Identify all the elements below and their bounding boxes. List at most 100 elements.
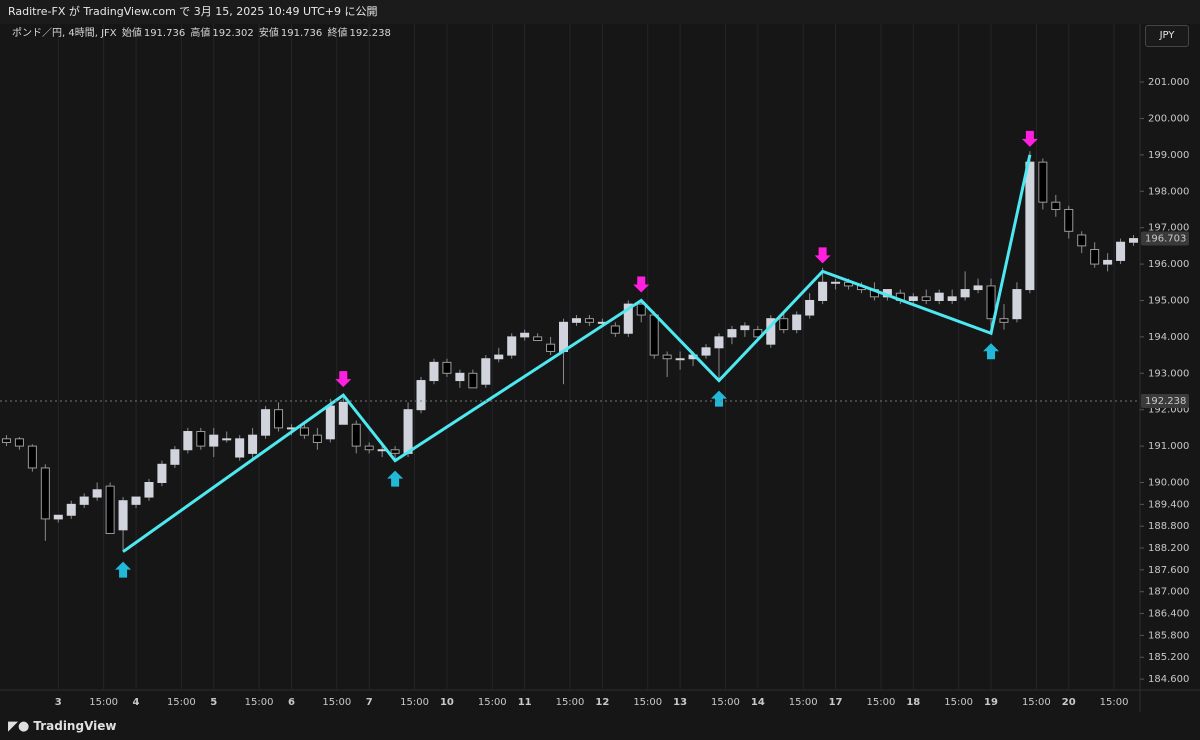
candle-body [960,289,970,298]
ohlc-value: 192.302 [212,28,254,39]
last-price-label: 196.703 [1145,233,1186,244]
y-tick-label: 188.800 [1148,521,1189,532]
candle-body [157,463,167,483]
candle-body [416,380,426,411]
pivot-high-arrow [1021,130,1038,147]
candle-body [973,285,983,291]
price-tag [1141,394,1189,409]
x-tick-label: 5 [210,697,217,708]
x-tick-label: 15:00 [322,697,351,708]
x-tick-label: 15:00 [245,697,274,708]
ohlc-label: 終値 [327,28,348,39]
candle-body [714,336,724,349]
currency-button[interactable]: JPY [1145,25,1189,47]
candle-body [494,354,504,360]
candle-body [222,438,232,441]
candle-body [649,314,659,356]
candle-body [610,325,620,334]
candle-body [196,431,206,447]
x-tick-label: 6 [288,697,295,708]
candle-body [403,409,413,454]
candle-body [364,445,374,451]
candle-body [779,318,789,331]
plot-background [0,24,1200,714]
x-tick-label: 3 [55,697,62,708]
candle-body [183,431,193,451]
candle-body [131,496,141,505]
x-tick-label: 20 [1062,697,1076,708]
ohlc-value: 191.736 [143,28,186,39]
candle-body [235,438,245,458]
candle-body [299,427,309,436]
y-tick-label: 199.000 [1148,150,1189,161]
candle-body [675,358,685,361]
pivot-high-arrow [814,247,831,264]
x-tick-label: 18 [906,697,920,708]
x-tick-label: 15:00 [89,697,118,708]
candle-body [1116,241,1126,261]
candle-body [118,500,128,531]
candle-body [1051,201,1061,210]
y-tick-label: 193.000 [1148,368,1189,379]
candle-body [740,325,750,331]
x-tick-label: 19 [984,697,998,708]
ohlc-label: 始値 [121,28,142,39]
y-tick-label: 184.600 [1148,674,1189,685]
candle-body [1025,161,1035,291]
candle-body [1103,259,1113,265]
brand-text: TradingView [33,719,117,733]
candle-body [429,361,439,382]
brand: ◤● TradingView [8,716,116,737]
x-tick-label: 15:00 [400,697,429,708]
ohlc-value: 191.736 [280,28,323,39]
pivot-low-arrow [387,470,404,487]
y-tick-label: 188.200 [1148,543,1189,554]
candle-body [805,299,815,316]
candle-body [636,303,646,316]
candle-body [584,318,594,323]
candle-body [442,361,452,374]
candle-body [390,449,400,454]
candle-body [66,503,76,516]
candle-body [701,347,711,356]
x-tick-label: 10 [440,697,454,708]
candle-body [248,434,258,454]
price-tag-label: 192.238 [1145,396,1186,407]
candle-body [546,343,556,352]
pivot-low-arrow [710,390,727,407]
candle-body [170,449,180,465]
candle-body [92,489,102,498]
candle-body [325,405,335,440]
candle-body [468,372,478,389]
y-tick-label: 200.000 [1148,113,1189,124]
x-tick-label: 15:00 [633,697,662,708]
x-tick-label: 12 [595,697,609,708]
candle-body [507,336,517,356]
x-tick-label: 17 [829,697,843,708]
y-tick-label: 201.000 [1148,77,1189,88]
candle-body [1064,208,1074,232]
last-price-tag [1141,231,1189,246]
candle-body [79,496,89,505]
symbol-header: ポンド／円, 4時間, JFX 始値 191.736 高値 192.302 安値 19… [12,26,393,42]
candle-body [818,281,828,301]
candle-body [40,467,50,520]
candle-body [338,401,348,425]
y-tick-label: 185.800 [1148,630,1189,641]
candle-body [1129,238,1139,243]
candle-body [662,354,672,360]
x-tick-label: 7 [366,697,373,708]
candle-body [1090,249,1100,265]
candle-body [312,434,322,443]
candle-body [274,409,284,429]
y-tick-label: 187.000 [1148,587,1189,598]
candle-body [934,292,944,301]
candle-body [559,321,569,352]
x-tick-label: 13 [673,697,687,708]
candle-body [105,485,115,534]
candle-body [533,336,543,342]
candle-body [727,329,737,338]
ohlc-value: 192.238 [349,28,391,39]
